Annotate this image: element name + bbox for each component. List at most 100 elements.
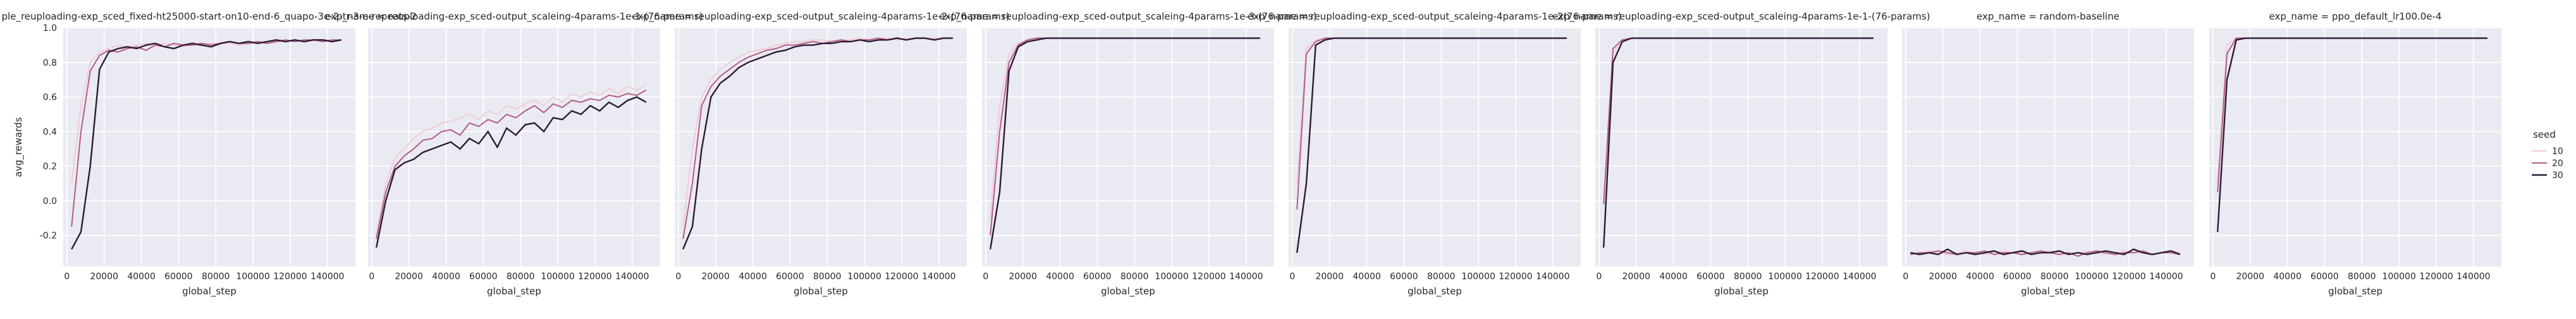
x-tick-label: 0 — [2210, 272, 2216, 282]
plot-background — [675, 28, 967, 267]
x-tick-label: 20000 — [1929, 272, 1957, 282]
x-axis-label: global_step — [1408, 286, 1462, 298]
x-tick-label: 60000 — [776, 272, 804, 282]
x-tick-label: 0 — [1596, 272, 1602, 282]
x-tick-label: 120000 — [1499, 272, 1532, 282]
panel-title: ple_reuploading-exp_sced_fixed-ht25000-s… — [2, 11, 417, 23]
plot-background — [982, 28, 1274, 267]
series-line-seed-30 — [2217, 37, 2487, 232]
x-axis-label: global_step — [182, 286, 236, 298]
x-tick-label: 20000 — [1622, 272, 1650, 282]
x-axis-label: global_step — [487, 286, 541, 298]
x-tick-label: 0 — [1289, 272, 1295, 282]
x-axis-label: global_step — [1714, 286, 1769, 298]
series-line-seed-30 — [990, 37, 1260, 250]
x-tick-label: 60000 — [2003, 272, 2032, 282]
series-line-seed-10 — [682, 37, 953, 227]
x-tick-label: 60000 — [469, 272, 498, 282]
facet-panel-4: 0 20000 40000 60000 80000 100000 120000 140000 g… — [939, 11, 1316, 298]
series-line-seed-30 — [71, 39, 342, 250]
x-tick-label: 80000 — [1734, 272, 1762, 282]
x-tick-label: 140000 — [1536, 272, 1569, 282]
x-tick-label: 40000 — [127, 272, 156, 282]
facet-panel-1: 0 20000 40000 60000 80000 100000 120000 140000 -… — [2, 11, 417, 298]
series-line-seed-30 — [1296, 37, 1567, 253]
x-tick-label: 100000 — [1461, 272, 1495, 282]
panel-title: exp_name = reuploading-exp_sced-output_s… — [1248, 11, 1622, 23]
plot-background — [1902, 28, 2194, 267]
x-tick-label: 140000 — [615, 272, 649, 282]
panel-title: exp_name = random-baseline — [1977, 11, 2119, 23]
panel-title: exp_name = reuploading-exp_sced-output_s… — [1552, 11, 1930, 23]
x-tick-label: 140000 — [310, 272, 344, 282]
x-tick-label: 80000 — [2348, 272, 2376, 282]
series-line-seed-20 — [376, 89, 647, 239]
legend-label-seed-30: 30 — [2552, 171, 2563, 181]
x-tick-label: 0 — [64, 272, 70, 282]
x-tick-label: 0 — [983, 272, 988, 282]
x-tick-label: 40000 — [1352, 272, 1381, 282]
x-tick-label: 20000 — [701, 272, 730, 282]
x-tick-label: 100000 — [236, 272, 269, 282]
x-tick-label: 20000 — [2236, 272, 2264, 282]
x-tick-label: 60000 — [1390, 272, 1418, 282]
x-tick-label: 20000 — [1009, 272, 1037, 282]
x-tick-label: 100000 — [1768, 272, 1801, 282]
x-tick-label: 80000 — [506, 272, 535, 282]
x-tick-label: 20000 — [395, 272, 423, 282]
x-tick-label: 120000 — [2419, 272, 2453, 282]
x-tick-label: 80000 — [813, 272, 842, 282]
plot-background — [1595, 28, 1887, 267]
x-axis-label: global_step — [1101, 286, 1155, 298]
panel-title: exp_name = reuploading-exp_sced-output_s… — [939, 11, 1316, 23]
series-line-seed-30 — [682, 37, 953, 250]
x-tick-label: 60000 — [2310, 272, 2339, 282]
facet-panel-8: 0 20000 40000 60000 80000 100000 120000 140000 g… — [2209, 11, 2501, 298]
facet-panel-7: 0 20000 40000 60000 80000 100000 120000 140000 g… — [1902, 11, 2194, 298]
x-tick-label: 40000 — [1966, 272, 1994, 282]
x-tick-label: 100000 — [2075, 272, 2108, 282]
facet-panel-2: 0 20000 40000 60000 80000 100000 120000 140000 g… — [325, 11, 702, 298]
y-tick-label: 0.2 — [43, 162, 57, 172]
x-tick-label: 140000 — [2149, 272, 2183, 282]
x-tick-label: 140000 — [1843, 272, 1876, 282]
y-tick-label: 0.8 — [43, 58, 57, 68]
x-tick-label: 120000 — [885, 272, 918, 282]
x-tick-label: 120000 — [1192, 272, 1225, 282]
x-tick-label: 60000 — [164, 272, 193, 282]
facet-panel-6: 0 20000 40000 60000 80000 100000 120000 140000 g… — [1552, 11, 1930, 298]
series-line-seed-30 — [376, 96, 647, 248]
x-tick-label: 40000 — [2273, 272, 2302, 282]
series-line-seed-30 — [1910, 248, 2181, 256]
x-tick-label: 100000 — [541, 272, 574, 282]
facet-panel-5: 0 20000 40000 60000 80000 100000 120000 140000 g… — [1248, 11, 1622, 298]
x-tick-label: 40000 — [1046, 272, 1074, 282]
x-tick-label: 40000 — [432, 272, 460, 282]
x-tick-label: 120000 — [2112, 272, 2145, 282]
x-tick-label: 120000 — [273, 272, 307, 282]
panel-title: exp_name = reuploading-exp_sced-output_s… — [325, 11, 702, 23]
plot-background — [368, 28, 660, 267]
x-axis-label: global_step — [2021, 286, 2075, 298]
x-tick-label: 100000 — [847, 272, 881, 282]
panel-title: exp_name = ppo_default_lr100.0e-4 — [2269, 11, 2442, 23]
x-tick-label: 60000 — [1083, 272, 1112, 282]
x-tick-label: 100000 — [2382, 272, 2415, 282]
legend-label-seed-20: 20 — [2552, 159, 2563, 169]
x-tick-label: 0 — [675, 272, 681, 282]
y-tick-label: 0.6 — [43, 93, 57, 103]
y-tick-label: 0.0 — [43, 196, 57, 207]
y-tick-label: 1.0 — [43, 23, 57, 33]
legend: seed 10 20 30 — [2532, 129, 2563, 181]
legend-label-seed-10: 10 — [2552, 147, 2563, 157]
legend-title: seed — [2533, 129, 2556, 140]
x-tick-label: 0 — [1903, 272, 1908, 282]
x-tick-label: 60000 — [1696, 272, 1725, 282]
y-tick-label: -0.2 — [40, 231, 57, 241]
x-tick-label: 40000 — [1659, 272, 1688, 282]
x-tick-label: 80000 — [1427, 272, 1456, 282]
series-line-seed-10 — [376, 84, 647, 236]
x-tick-label: 100000 — [1155, 272, 1188, 282]
x-tick-label: 120000 — [578, 272, 611, 282]
